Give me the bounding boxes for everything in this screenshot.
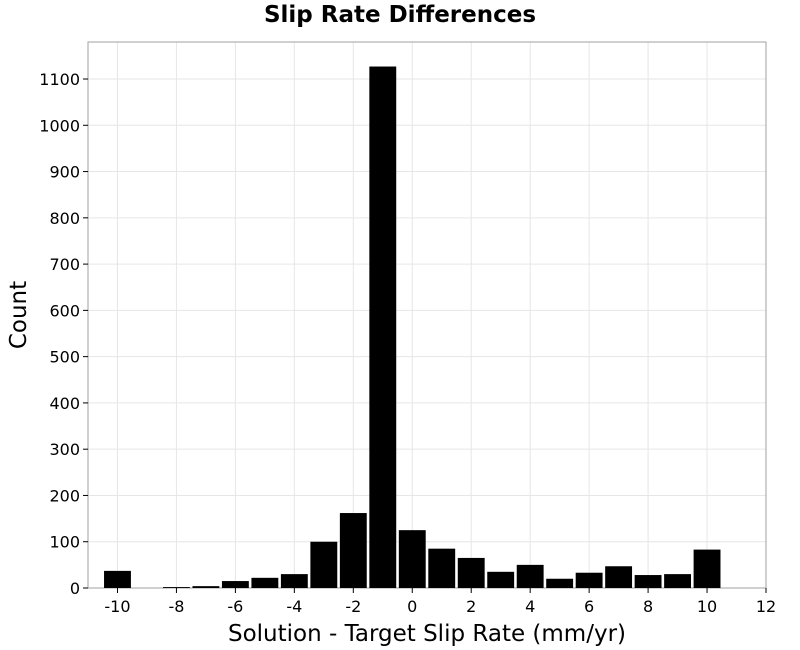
bar [369,66,397,588]
bar [693,549,721,588]
x-tick-label: -8 [168,597,184,616]
y-tick-label: 700 [49,255,80,274]
y-tick-label: 300 [49,440,80,459]
y-tick-label: 800 [49,209,80,228]
y-axis-ticks: 0 100 200 300 400 500 600 700 800 900 1000 1100 [39,70,88,598]
y-tick-label: 0 [70,579,80,598]
y-tick-label: 1100 [39,70,80,89]
y-tick-label: 600 [49,301,80,320]
chart-title: Slip Rate Differences [263,2,537,28]
x-tick-label: -6 [227,597,243,616]
y-tick-label: 100 [49,533,80,552]
bar [664,574,692,588]
bar [339,513,367,588]
y-tick-label: 900 [49,163,80,182]
x-tick-label: -4 [286,597,302,616]
bar [546,578,574,588]
plot-area [87,41,767,589]
bar [398,530,426,588]
grid-lines [88,42,767,589]
x-tick-label: 12 [756,597,776,616]
x-tick-label: 10 [697,597,717,616]
bar [487,571,515,588]
x-tick-label: 4 [525,597,535,616]
bar [192,586,220,588]
bar [251,577,279,588]
y-tick-label: 400 [49,394,80,413]
bar [605,566,633,588]
y-axis-label: Count [6,281,32,349]
bar [310,541,338,588]
y-tick-label: 500 [49,348,80,367]
x-axis-label: Solution - Target Slip Rate (mm/yr) [228,621,626,647]
x-tick-label: -2 [345,597,361,616]
x-tick-label: 6 [584,597,594,616]
bar [162,587,190,588]
bar [428,548,456,588]
bar [575,572,603,588]
x-tick-label: 0 [407,597,417,616]
bar [104,570,131,588]
y-tick-label: 1000 [39,116,80,135]
bars-group [104,66,721,588]
bar [516,564,544,588]
bar [280,574,308,588]
x-tick-label: 8 [643,597,653,616]
x-tick-label: -10 [104,597,130,616]
bar [457,557,485,588]
x-tick-label: 2 [466,597,476,616]
y-tick-label: 200 [49,486,80,505]
x-axis-ticks: -10 -8 -6 -4 -2 0 2 4 6 8 10 12 [104,588,776,616]
bar [221,581,249,588]
bar [634,575,662,588]
